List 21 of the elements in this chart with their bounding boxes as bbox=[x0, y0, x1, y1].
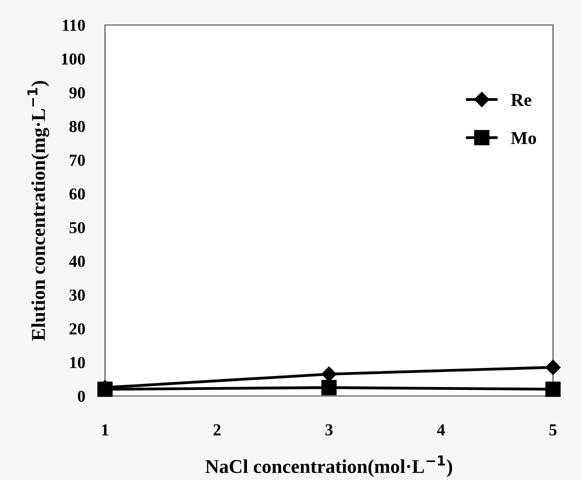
x-axis-title: NaCl concentration(mol·L$^{−1}$) bbox=[205, 456, 452, 478]
x-tick-label: 2 bbox=[214, 424, 220, 436]
y-tick-label: 110 bbox=[62, 20, 85, 31]
y-tick-label: 70 bbox=[70, 154, 85, 166]
legend-label: Re bbox=[510, 94, 532, 106]
y-tick-label: 0 bbox=[78, 390, 85, 402]
x-tick-label: 3 bbox=[325, 424, 333, 436]
y-tick-label: 30 bbox=[70, 290, 85, 301]
legend-label: Mo bbox=[510, 132, 536, 144]
x-tick-label: 4 bbox=[437, 424, 445, 436]
y-axis-title: Elution concentration(mg·L$^{−1}$) bbox=[27, 80, 50, 341]
y-tick-label: 20 bbox=[70, 323, 85, 334]
y-tick-label: 60 bbox=[69, 188, 85, 200]
y-tick-label: 100 bbox=[62, 53, 85, 65]
x-tick-label: 1 bbox=[102, 424, 108, 436]
y-tick-label: 50 bbox=[70, 222, 85, 234]
x-tick-label: 5 bbox=[550, 424, 557, 436]
y-tick-label: 80 bbox=[69, 120, 85, 132]
y-tick-label: 10 bbox=[70, 356, 85, 368]
y-tick-label: 90 bbox=[69, 87, 85, 98]
y-tick-label: 40 bbox=[69, 256, 85, 268]
